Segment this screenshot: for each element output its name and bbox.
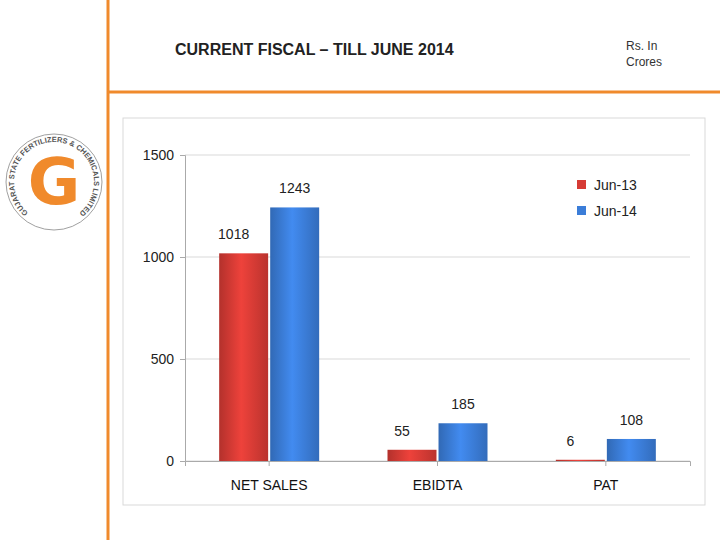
bar: [439, 423, 488, 461]
data-label: 108: [620, 412, 644, 428]
tick: 0: [166, 453, 185, 469]
bar: [607, 439, 656, 461]
tick-mark: [437, 461, 438, 466]
tick-label: 500: [151, 351, 175, 367]
tick-label: 1500: [143, 147, 174, 163]
axis-line: [180, 156, 186, 462]
bar: [219, 253, 268, 461]
axis-line: [186, 462, 691, 467]
data-label: 6: [566, 433, 574, 449]
subtitle: Rs. In Crores: [626, 38, 674, 70]
logo-letter: G: [28, 145, 81, 219]
data-label: 1243: [279, 180, 310, 196]
legend-label: Jun-14: [594, 203, 637, 219]
data-label: 55: [394, 423, 410, 439]
decor-line: [108, 91, 720, 94]
decor-line: [107, 0, 110, 540]
tick-label: NET SALES: [231, 477, 308, 493]
tick-mark: [269, 461, 270, 466]
tick: 500: [151, 351, 185, 367]
slide: CURRENT FISCAL – TILL JUNE 2014 GUJARAT S…: [0, 0, 720, 540]
tick-mark: [180, 461, 185, 462]
legend-swatch: [577, 206, 586, 215]
data-labels: 1018 55 6 1243 185 108: [218, 180, 643, 448]
chart-frame: [123, 118, 705, 505]
grid-line: [185, 155, 690, 156]
tick-label: 1000: [143, 249, 174, 265]
tick: 1500: [143, 147, 185, 163]
legend-label: Jun-13: [594, 177, 637, 193]
tick: 1000: [143, 249, 185, 265]
tick: EBIDTA: [413, 461, 463, 493]
logo-ring: [6, 134, 102, 230]
data-label: 1018: [218, 226, 249, 242]
bar: [270, 207, 319, 461]
tick-mark: [605, 461, 606, 466]
tick-mark: [180, 359, 185, 360]
tick-label: 0: [166, 453, 174, 469]
tick: NET SALES: [231, 461, 308, 493]
tick-mark: [180, 257, 185, 258]
bars: [219, 207, 656, 461]
tick-label: PAT: [593, 477, 619, 493]
legend: Jun-13 Jun-14: [577, 177, 637, 219]
data-label: 185: [451, 396, 475, 412]
tick: PAT: [593, 461, 619, 493]
bar: [556, 460, 605, 461]
grid: [185, 155, 690, 461]
logo-text: GUJARAT STATE FERTILIZERS & CHEMICALS LI…: [7, 135, 101, 219]
tick-label: EBIDTA: [413, 477, 463, 493]
x-axis: NET SALES EBIDTA PAT: [186, 461, 691, 493]
logo: GUJARAT STATE FERTILIZERS & CHEMICALS LI…: [6, 134, 102, 230]
bar: [388, 450, 437, 461]
tick-mark: [180, 155, 185, 156]
title: CURRENT FISCAL – TILL JUNE 2014: [175, 41, 454, 58]
y-axis: 0 500 1000 1500: [143, 147, 186, 469]
legend-swatch: [577, 180, 586, 189]
